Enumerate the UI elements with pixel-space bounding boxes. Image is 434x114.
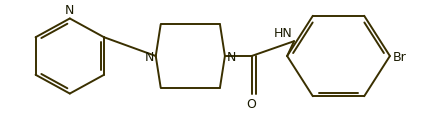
Text: Br: Br [392,50,406,63]
Text: N: N [65,4,74,17]
Text: HN: HN [273,27,291,40]
Text: N: N [144,50,154,63]
Text: N: N [227,50,236,63]
Text: O: O [246,97,256,110]
